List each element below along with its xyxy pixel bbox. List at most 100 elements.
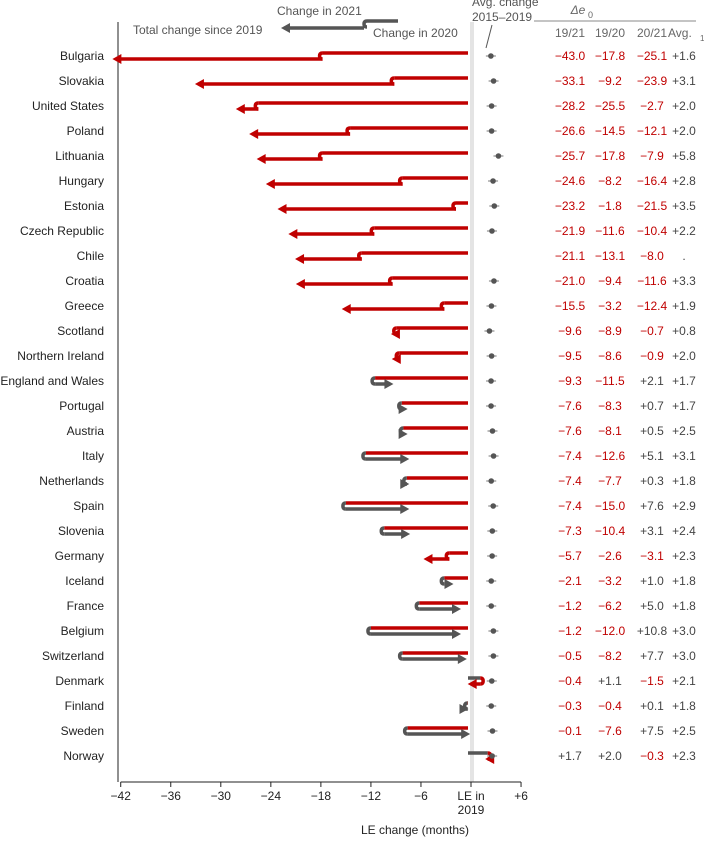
x-axis-label: LE change (months) — [361, 823, 469, 837]
total-change-arrowhead — [249, 129, 259, 139]
row-arrow — [398, 426, 468, 439]
legend-arrowhead — [281, 23, 290, 33]
table-cell: −3.1 — [640, 549, 664, 563]
total-change-arrowhead — [277, 204, 287, 214]
table-cell: −8.2 — [598, 649, 622, 663]
table-cell: −25.5 — [595, 99, 626, 113]
avg-change-point — [490, 453, 497, 459]
table-cell: −16.4 — [637, 174, 668, 188]
table-cell: +2.1 — [672, 674, 696, 688]
avg-change-point — [491, 278, 497, 284]
table-cell: −11.6 — [595, 224, 625, 238]
country-label: Norway — [63, 749, 104, 763]
table-cell: +0.5 — [640, 424, 664, 438]
table-cell: −9.5 — [558, 349, 582, 363]
total-change-arrowhead — [451, 629, 461, 639]
table-cell: +5.0 — [640, 599, 664, 613]
total-change-arrowhead — [265, 179, 275, 189]
avg-change-point — [491, 203, 498, 209]
table-cell: +0.1 — [640, 699, 664, 713]
country-label: United States — [32, 99, 104, 113]
x-tick-label: +6 — [514, 789, 528, 803]
total-change-arrowhead — [295, 279, 305, 289]
table-cell: −24.6 — [555, 174, 586, 188]
table-cell: −25.7 — [555, 149, 586, 163]
table-cell: −1.2 — [558, 599, 582, 613]
total-change-arrowhead — [391, 354, 401, 364]
avg-change-point — [490, 78, 497, 84]
country-label: Scotland — [57, 324, 104, 338]
table-cell: +0.8 — [672, 324, 696, 338]
table-cell: +3.3 — [672, 274, 696, 288]
row-arrow — [390, 326, 468, 339]
total-change-arrowhead — [459, 704, 469, 714]
table-cell: −7.3 — [558, 524, 582, 538]
change-bend — [414, 601, 420, 611]
zero-line — [470, 22, 474, 782]
total-change-arrowhead — [194, 79, 204, 89]
table-column-header: Avg. — [668, 26, 692, 40]
avg-change-point — [490, 178, 496, 184]
table-cell: −11.5 — [595, 374, 625, 388]
table-cell: +1.7 — [672, 399, 696, 413]
table-cell: −3.2 — [598, 299, 622, 313]
country-label: England and Wales — [0, 374, 104, 388]
table-group-header-sub: 0 — [588, 10, 593, 20]
table-cell: +5.1 — [640, 449, 664, 463]
table-cell: +2.5 — [672, 724, 696, 738]
row-arrow — [256, 151, 468, 164]
table-cell: +2.9 — [672, 499, 696, 513]
table-cell: −7.6 — [558, 399, 582, 413]
table-cell: −0.3 — [558, 699, 582, 713]
avg-change-point — [486, 328, 493, 334]
table-cell: −9.4 — [598, 274, 622, 288]
row-arrow — [295, 251, 468, 264]
country-label: Czech Republic — [20, 224, 104, 238]
country-label: Hungary — [59, 174, 104, 188]
table-cell: −10.4 — [595, 524, 626, 538]
country-label: Chile — [77, 249, 105, 263]
table-cell: +1.9 — [672, 299, 696, 313]
table-cell: −6.2 — [598, 599, 622, 613]
table-cell: −9.3 — [558, 374, 582, 388]
country-label: Bulgaria — [60, 49, 104, 63]
total-change-arrowhead — [288, 229, 298, 239]
table-cell: −1.8 — [598, 199, 622, 213]
table-cell: −11.6 — [637, 274, 667, 288]
table-cell: −25.1 — [637, 49, 668, 63]
avg-change-label-line1: Avg. change — [472, 0, 539, 9]
table-cell: −7.4 — [558, 499, 582, 513]
table-cell: −5.7 — [558, 549, 582, 563]
avg-change-markers — [484, 53, 504, 759]
table-cell: +1.8 — [672, 699, 696, 713]
table-cell: +3.0 — [672, 649, 696, 663]
avg-change-point — [489, 753, 495, 759]
row-arrow — [295, 276, 468, 289]
table-cell: −21.0 — [555, 274, 586, 288]
table-column-header: 20/21 — [637, 26, 667, 40]
row-arrow — [112, 51, 468, 64]
table-cell: +3.5 — [672, 199, 696, 213]
change-bend — [366, 626, 372, 636]
row-arrow — [397, 651, 468, 664]
table-cell: −12.6 — [595, 449, 626, 463]
table-cell: −0.5 — [558, 649, 582, 663]
country-label: France — [67, 599, 105, 613]
table-cell: +1.1 — [598, 674, 622, 688]
legend-change-2020-label: Change in 2020 — [373, 26, 458, 40]
country-label: Austria — [67, 424, 105, 438]
row-arrow — [402, 726, 471, 739]
x-tick-label: −42 — [111, 789, 132, 803]
table-cell: −15.5 — [555, 299, 586, 313]
table-cell: −17.8 — [595, 49, 626, 63]
avg-change-point — [489, 428, 496, 434]
row-arrow — [249, 126, 468, 139]
row-arrow — [370, 376, 468, 389]
country-label: Italy — [82, 449, 104, 463]
country-label: Germany — [55, 549, 104, 563]
total-change-arrowhead — [295, 254, 305, 264]
table-cell: +1.8 — [672, 474, 696, 488]
table-cell: −8.0 — [640, 249, 664, 263]
